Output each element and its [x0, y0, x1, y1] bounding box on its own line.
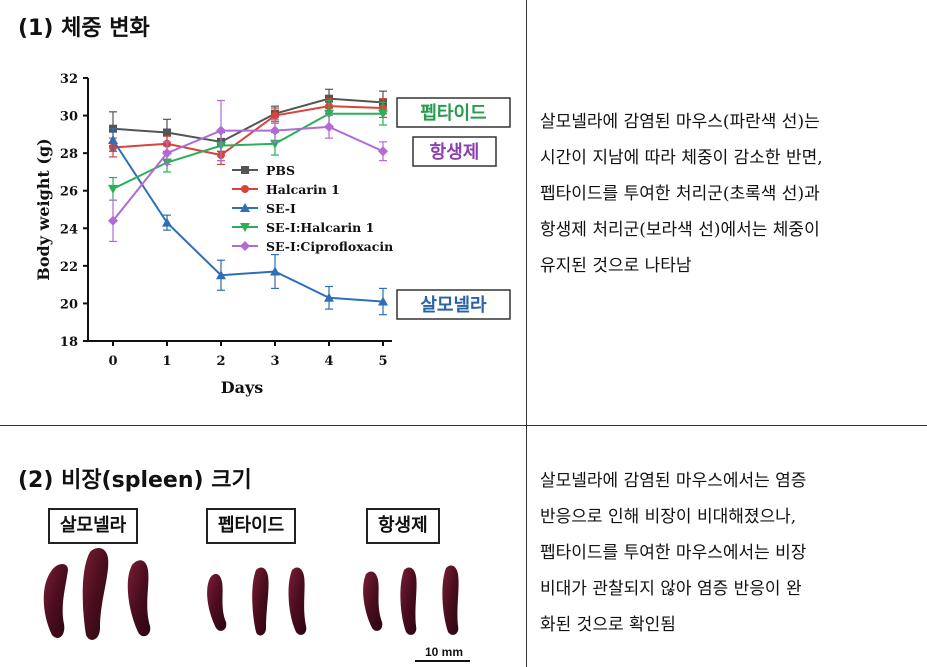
x-tick-label: 2 [216, 354, 225, 369]
body-weight-chart: 18 20 22 24 26 28 30 32 0 1 2 3 4 5 Days Body weight (g… [34, 72, 511, 397]
annotation-label: 펩타이드 [420, 103, 486, 124]
x-tick-label: 3 [270, 354, 279, 369]
data-point [378, 146, 388, 157]
spleen-antibiotic-2 [400, 567, 417, 635]
divider-vertical [526, 0, 527, 667]
spleen-salmonella-2 [82, 548, 109, 640]
annotation-box [396, 97, 511, 128]
data-point [108, 134, 118, 144]
y-tick-label: 28 [60, 147, 78, 162]
y-tick-label: 24 [60, 222, 78, 237]
description2-line: 화된 것으로 확인됨 [540, 615, 676, 635]
description2-line: 펩타이드를 투여한 마우스에서는 비장 [540, 543, 807, 563]
data-point [270, 266, 280, 276]
x-tick-label: 4 [324, 354, 333, 369]
data-point [324, 292, 334, 302]
data-point [324, 121, 334, 132]
x-tick-label: 1 [162, 354, 171, 369]
legend-marker [240, 223, 250, 232]
x-axis-label: Days [221, 378, 264, 397]
data-point [271, 111, 279, 120]
spleen-label-salmonella: 살모넬라 [48, 508, 139, 544]
data-point [378, 296, 388, 306]
description1: 살모넬라에 감염된 마우스(파란색 선)는 시간이 지남에 따라 체중이 감소한… [540, 104, 920, 284]
spleen-salmonella-1 [43, 564, 68, 638]
legend-entry: Halcarin 1 [266, 182, 340, 197]
spleen-label-antibiotic: 항생제 [366, 508, 440, 544]
legend-marker [241, 185, 249, 193]
description1-line: 항생제 처리군(보라색 선)에서는 체중이 [540, 220, 820, 240]
spleen-salmonella-3 [127, 560, 151, 637]
description2-line: 살모넬라에 감염된 마우스에서는 염증 [540, 471, 807, 491]
description1-line: 유지된 것으로 나타남 [540, 256, 692, 276]
spleen-peptide-3 [288, 567, 307, 635]
spleen-peptide-1 [207, 573, 227, 631]
data-point [162, 217, 172, 227]
spleen-antibiotic-1 [363, 571, 383, 631]
annotation-label: 항생제 [430, 142, 480, 163]
legend-marker [240, 241, 250, 251]
description1-line: 살모넬라에 감염된 마우스(파란색 선)는 [540, 112, 820, 132]
y-tick-label: 22 [60, 260, 78, 275]
data-point [324, 109, 334, 119]
series-line-0 [112, 97, 384, 143]
legend-marker [240, 203, 250, 212]
spleen-label-peptide: 펩타이드 [206, 508, 297, 544]
data-point [108, 215, 118, 226]
description2-line: 반응으로 인해 비장이 비대해졌으나, [540, 507, 797, 527]
scale-bar-label: 10 mm [424, 645, 464, 659]
legend-entry: SE-I:Ciprofloxacin [266, 239, 393, 254]
spleen-peptide-2 [252, 567, 269, 636]
spleen-antibiotic-3 [442, 565, 459, 635]
description1-line: 시간이 지남에 따라 체중이 감소한 반면, [540, 148, 823, 168]
y-tick-label: 26 [60, 185, 78, 200]
series-line-4 [112, 125, 384, 222]
divider-horizontal [0, 425, 927, 426]
data-point [270, 125, 280, 136]
x-tick-label: 0 [108, 354, 117, 369]
annotation-box [412, 136, 497, 167]
legend-entry: SE-I [266, 201, 296, 216]
description2-line: 비대가 관찰되지 않아 염증 반응이 완 [540, 579, 802, 599]
y-tick-label: 30 [60, 110, 78, 125]
legend-entry: SE-I:Halcarin 1 [266, 220, 374, 235]
annotation-label: 살모넬라 [420, 295, 487, 316]
y-tick-label: 20 [60, 297, 78, 312]
data-point [216, 125, 226, 136]
data-point [216, 270, 226, 280]
annotation-box [396, 289, 511, 320]
section2-title: (2) 비장(spleen) 크기 [18, 468, 252, 493]
y-axis-label: Body weight (g) [34, 138, 53, 280]
data-point [108, 184, 118, 194]
legend-marker [241, 166, 249, 174]
series-line-3 [112, 112, 383, 190]
y-tick-label: 32 [60, 72, 78, 87]
y-tick-label: 18 [60, 335, 78, 350]
data-point [378, 109, 388, 119]
description1-line: 펩타이드를 투여한 처리군(초록색 선)과 [540, 184, 820, 204]
data-point [162, 148, 172, 159]
data-point [163, 128, 171, 137]
legend-entry: PBS [266, 163, 295, 178]
series-line-2 [112, 139, 384, 303]
scale-bar [415, 660, 470, 662]
section1-title: (1) 체중 변화 [18, 16, 150, 41]
series-line-1 [112, 105, 384, 157]
spleen-photo [43, 548, 459, 640]
description2: 살모넬라에 감염된 마우스에서는 염증 반응으로 인해 비장이 비대해졌으나, … [540, 463, 920, 643]
x-tick-label: 5 [378, 354, 387, 369]
